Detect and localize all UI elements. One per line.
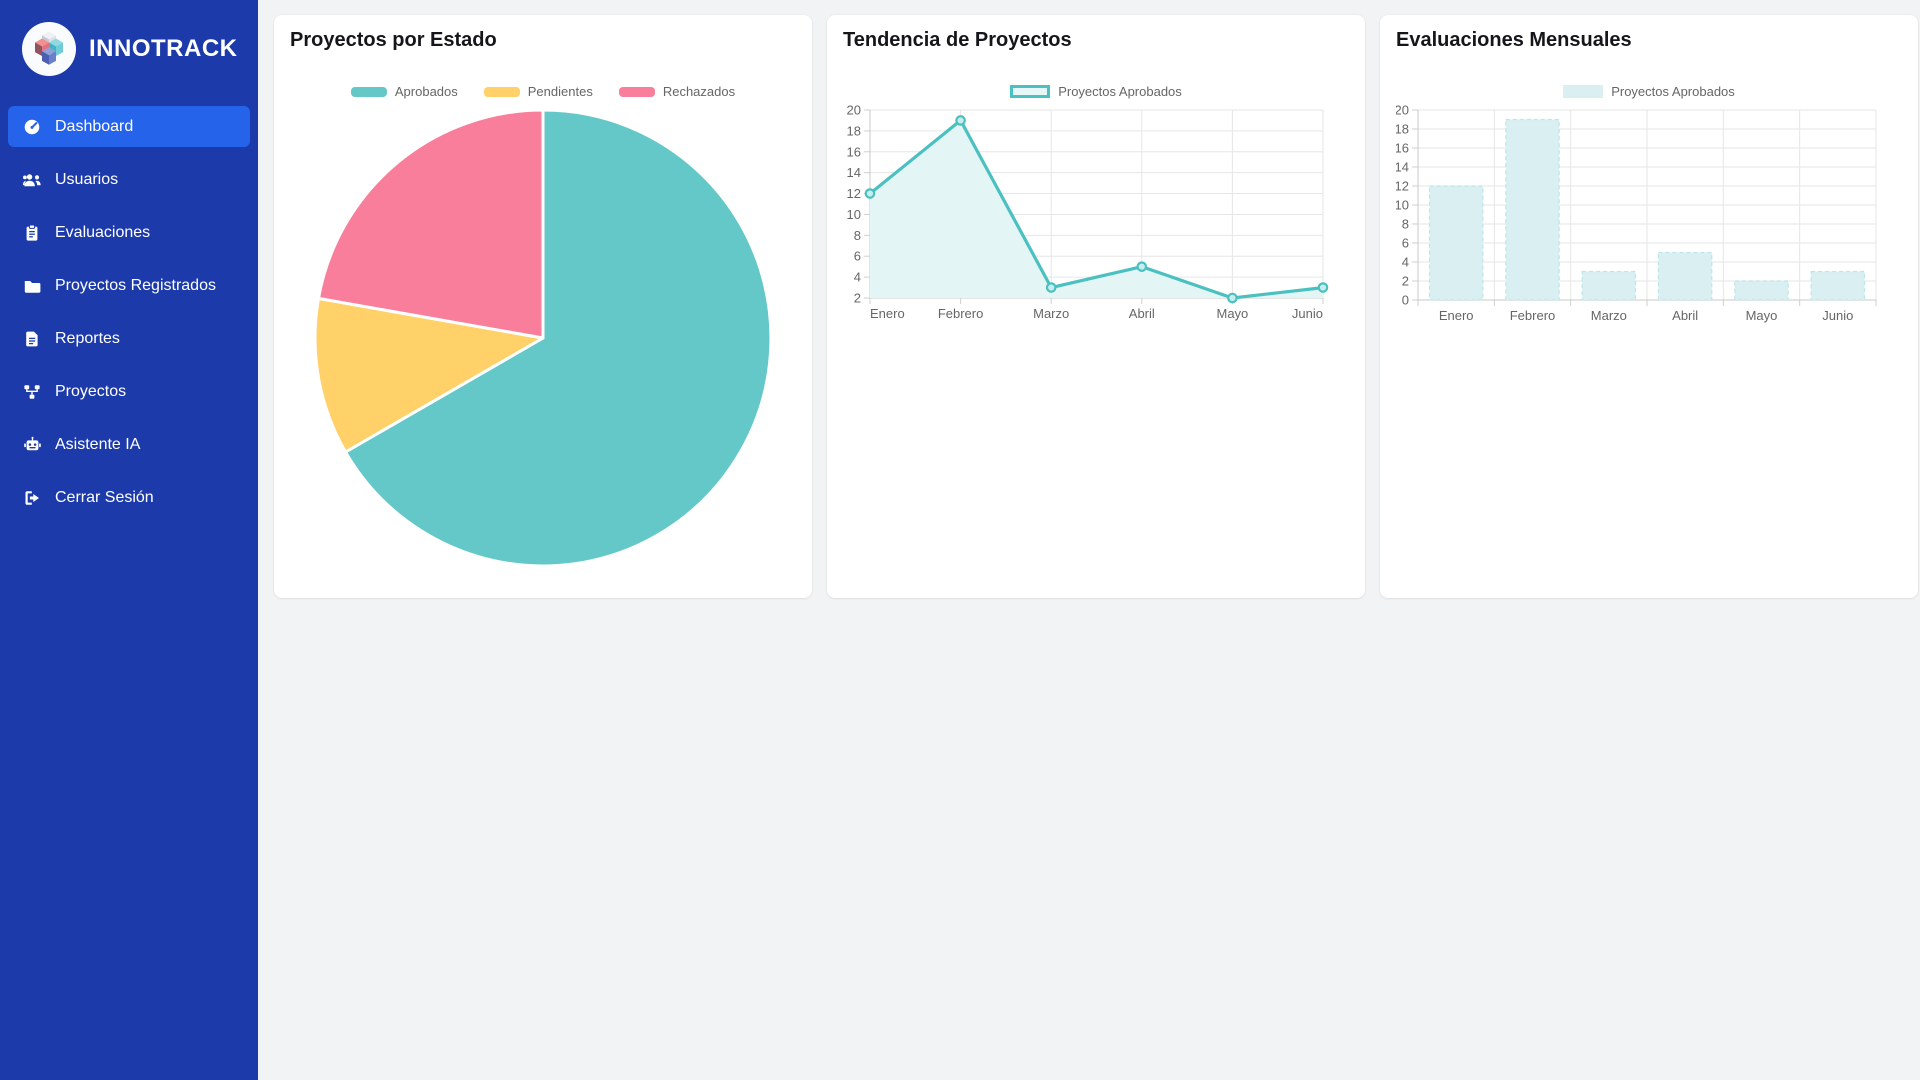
legend-label: Proyectos Aprobados [1058, 84, 1182, 99]
svg-text:16: 16 [1396, 141, 1409, 156]
bar-chart-legend: Proyectos Aprobados [1396, 84, 1902, 99]
sidebar-item-label: Usuarios [55, 170, 119, 188]
svg-text:8: 8 [1402, 217, 1409, 232]
card-title: Proyectos por Estado [290, 29, 497, 51]
svg-text:Marzo: Marzo [1033, 306, 1069, 321]
pie-chart-legend: Aprobados Pendientes Rechazados [290, 84, 796, 99]
card-title: Evaluaciones Mensuales [1396, 29, 1632, 51]
sidebar-item-label: Proyectos [55, 382, 127, 400]
svg-text:8: 8 [854, 228, 861, 243]
sidebar-menu: Dashboard Usuarios Evaluaciones Proyectos R… [0, 106, 258, 518]
svg-text:2: 2 [1402, 274, 1409, 289]
svg-text:Abril: Abril [1129, 306, 1155, 321]
svg-text:Enero: Enero [870, 306, 905, 321]
svg-text:4: 4 [1402, 255, 1409, 270]
main-content: Proyectos por Estado Aprobados Pendientes… [258, 0, 1920, 1080]
svg-text:2: 2 [854, 291, 861, 306]
sidebar-item-label: Reportes [55, 329, 120, 347]
card-evaluaciones-mensuales: Evaluaciones Mensuales Proyectos Aprobad… [1380, 15, 1918, 598]
svg-text:4: 4 [854, 270, 861, 285]
legend-swatch-icon [618, 86, 655, 97]
robot-icon [22, 436, 42, 454]
line-chart-legend: Proyectos Aprobados [843, 84, 1349, 99]
svg-text:Abril: Abril [1672, 308, 1698, 323]
legend-item-proyectos-aprobados[interactable]: Proyectos Aprobados [1010, 84, 1182, 99]
sidebar-item-label: Cerrar Sesión [55, 488, 154, 506]
clipboard-icon [22, 224, 42, 242]
sidebar-item-label: Dashboard [55, 117, 134, 135]
legend-label: Proyectos Aprobados [1611, 84, 1735, 99]
svg-text:10: 10 [847, 207, 861, 222]
sidebar-item-reportes[interactable]: Reportes [8, 318, 250, 359]
card-proyectos-por-estado: Proyectos por Estado Aprobados Pendientes… [274, 15, 812, 598]
sidebar-item-proyectos-registrados[interactable]: Proyectos Registrados [8, 265, 250, 306]
sidebar-item-proyectos[interactable]: Proyectos [8, 371, 250, 412]
line-chart: 20 18 16 14 12 10 8 6 4 2 Enero Febrero Marzo Abril Ma… [847, 103, 1329, 321]
svg-text:18: 18 [847, 123, 861, 138]
svg-text:14: 14 [847, 165, 861, 180]
sidebar-item-dashboard[interactable]: Dashboard [8, 106, 250, 147]
file-icon [22, 330, 42, 348]
svg-text:Junio: Junio [1822, 308, 1853, 323]
svg-text:Enero: Enero [1439, 308, 1474, 323]
gauge-icon [22, 118, 42, 136]
legend-swatch-icon [483, 86, 520, 97]
card-tendencia-de-proyectos: Tendencia de Proyectos Proyectos Aprobad… [827, 15, 1365, 598]
legend-item-aprobados[interactable]: Aprobados [350, 84, 458, 99]
legend-swatch-icon [1010, 85, 1051, 98]
sidebar-item-usuarios[interactable]: Usuarios [8, 159, 250, 200]
legend-item-proyectos-aprobados[interactable]: Proyectos Aprobados [1563, 84, 1735, 99]
legend-item-pendientes[interactable]: Pendientes [483, 84, 593, 99]
sidebar-item-label: Proyectos Registrados [55, 276, 216, 294]
brand: INNOTRACK [0, 22, 258, 76]
svg-text:6: 6 [1402, 236, 1409, 251]
sidebar-item-label: Evaluaciones [55, 223, 151, 241]
svg-text:20: 20 [1396, 103, 1409, 118]
svg-text:20: 20 [847, 103, 861, 118]
svg-text:Marzo: Marzo [1591, 308, 1627, 323]
svg-text:18: 18 [1396, 122, 1409, 137]
brand-name: INNOTRACK [89, 35, 238, 62]
folder-icon [22, 277, 42, 295]
cubes-logo-icon [35, 31, 63, 65]
legend-label: Pendientes [527, 84, 593, 99]
svg-text:0: 0 [1402, 293, 1409, 308]
legend-label: Rechazados [662, 84, 736, 99]
legend-item-rechazados[interactable]: Rechazados [618, 84, 736, 99]
svg-text:Junio: Junio [1292, 306, 1323, 321]
svg-text:14: 14 [1396, 160, 1409, 175]
signout-icon [22, 489, 42, 507]
legend-swatch-icon [350, 86, 387, 97]
svg-text:Febrero: Febrero [1510, 308, 1556, 323]
svg-text:Mayo: Mayo [1217, 306, 1249, 321]
sidebar: INNOTRACK Dashboard Usuarios Evaluaciones P… [0, 0, 258, 1080]
svg-text:Mayo: Mayo [1746, 308, 1778, 323]
legend-swatch-icon [1563, 85, 1604, 98]
svg-text:6: 6 [854, 249, 861, 264]
sidebar-item-label: Asistente IA [55, 435, 141, 453]
pie-chart [313, 108, 773, 568]
sidebar-item-evaluaciones[interactable]: Evaluaciones [8, 212, 250, 253]
sidebar-item-asistente-ia[interactable]: Asistente IA [8, 424, 250, 465]
svg-text:10: 10 [1396, 198, 1409, 213]
users-icon [22, 171, 42, 189]
brand-logo-icon [22, 22, 76, 76]
svg-text:16: 16 [847, 144, 861, 159]
svg-text:12: 12 [847, 186, 861, 201]
sidebar-item-cerrar-sesion[interactable]: Cerrar Sesión [8, 477, 250, 518]
svg-text:12: 12 [1396, 179, 1409, 194]
legend-label: Aprobados [394, 84, 458, 99]
card-title: Tendencia de Proyectos [843, 29, 1072, 51]
diagram-icon [22, 383, 42, 401]
svg-text:Febrero: Febrero [938, 306, 984, 321]
